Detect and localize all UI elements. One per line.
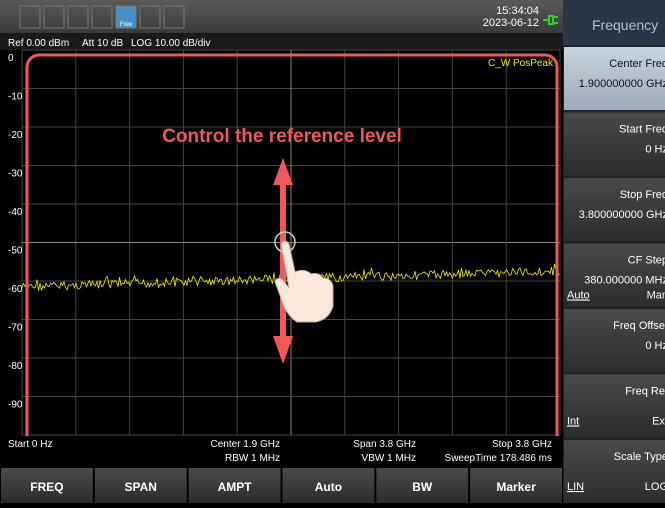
menu-option: Int <box>567 416 579 428</box>
menu-item[interactable] <box>564 243 665 307</box>
softkey-label: FREQ <box>30 480 63 494</box>
menu-label: Scale Type <box>614 451 665 463</box>
menu-title: Frequency <box>592 17 658 33</box>
softkey-label: SPAN <box>125 480 157 494</box>
power-icon <box>543 15 558 25</box>
tool-icon[interactable] <box>91 5 113 29</box>
softkey-label: Auto <box>315 480 342 494</box>
rbw: RBW 1 MHz <box>225 453 280 464</box>
center-freq: Center 1.9 GHz <box>211 439 280 450</box>
menu-label: Freq Offset <box>613 320 665 332</box>
time: 15:34:04 <box>496 5 539 17</box>
menu-label: Freq Ref <box>625 386 665 398</box>
y-label: -40 <box>8 207 23 218</box>
tool-icon[interactable] <box>115 5 137 29</box>
softkey[interactable] <box>94 468 187 503</box>
softkey[interactable] <box>470 468 562 503</box>
tool-icon[interactable] <box>163 5 185 29</box>
free-label: Free <box>120 22 133 28</box>
sweep-time: SweepTime 178.486 ms <box>445 453 552 464</box>
annotation: Control the reference level <box>162 126 402 147</box>
softkey-label: BW <box>412 480 433 494</box>
menu-label: Center Freq <box>609 58 665 70</box>
menu-item[interactable] <box>564 178 665 241</box>
tool-icon[interactable] <box>19 5 41 29</box>
softkey[interactable] <box>376 468 469 503</box>
menu-label: CF Step <box>628 255 665 267</box>
menu-item[interactable] <box>564 374 665 438</box>
softkey-label: Marker <box>496 480 536 494</box>
softkeys: FREQ SPAN AMPT Auto BW Marker <box>1 468 562 503</box>
attenuation: Att 10 dB <box>82 38 123 49</box>
hand-icon <box>274 240 334 323</box>
softkey-label: AMPT <box>218 480 253 494</box>
y-label: -80 <box>8 361 23 372</box>
menu-label: Start Freq <box>619 124 665 136</box>
menu-option: Auto <box>567 290 590 302</box>
start-freq: Start 0 Hz <box>8 439 52 450</box>
tool-icon[interactable] <box>43 5 65 29</box>
menu-header <box>563 0 665 45</box>
y-label: -10 <box>8 92 23 103</box>
y-label: -70 <box>8 323 23 334</box>
menu-option: LIN <box>567 481 584 493</box>
menu-item[interactable] <box>564 112 665 176</box>
tool-icon[interactable] <box>139 5 161 29</box>
menu-item[interactable] <box>564 309 665 372</box>
menu-option: LOG <box>645 481 665 493</box>
y-label: 0 <box>8 53 14 64</box>
menu-label: Stop Freq <box>620 189 665 201</box>
footer <box>0 436 563 468</box>
highlight-frame <box>25 53 559 454</box>
softkey[interactable] <box>1 468 93 503</box>
grid: 0 -10 -20 -30 -40 -50 -60 -70 -80 -90 <box>8 49 561 436</box>
ref-level: Ref 0.00 dBm <box>8 38 69 49</box>
menu-value: 0 Hz <box>645 144 665 156</box>
menu-items: Center Freq 1.900000000 GHz Start Freq 0 Hz… <box>564 47 665 503</box>
status-bar <box>0 33 563 50</box>
span: Span 3.8 GHz <box>353 439 416 450</box>
menu-value: 3.800000000 GHz <box>579 209 665 221</box>
menu-item[interactable] <box>564 47 665 110</box>
scale: LOG 10.00 dB/div <box>131 38 211 49</box>
y-label: -60 <box>8 284 23 295</box>
vbw: VBW 1 MHz <box>362 453 416 464</box>
y-label: -20 <box>8 130 23 141</box>
menu-value: 0 Hz <box>645 340 665 352</box>
stop-freq: Stop 3.8 GHz <box>492 439 552 450</box>
trace-label: C_W PosPeak <box>488 58 554 69</box>
y-label: -90 <box>8 400 23 411</box>
arrow <box>273 158 293 364</box>
toolbar-icons: Free <box>19 5 185 29</box>
menu-value: 1.900000000 GHz <box>579 78 665 90</box>
menu-option: Ext <box>652 416 665 428</box>
y-label: -30 <box>8 169 23 180</box>
tool-icon[interactable] <box>67 5 89 29</box>
menu-item[interactable] <box>564 440 665 503</box>
date: 2023-06-12 <box>483 17 539 29</box>
y-label: -50 <box>8 246 23 257</box>
menu-value: 380.000000 MHz <box>584 275 665 287</box>
softkey[interactable] <box>188 468 281 503</box>
menu-option: Man <box>647 290 665 302</box>
softkey[interactable] <box>282 468 375 503</box>
